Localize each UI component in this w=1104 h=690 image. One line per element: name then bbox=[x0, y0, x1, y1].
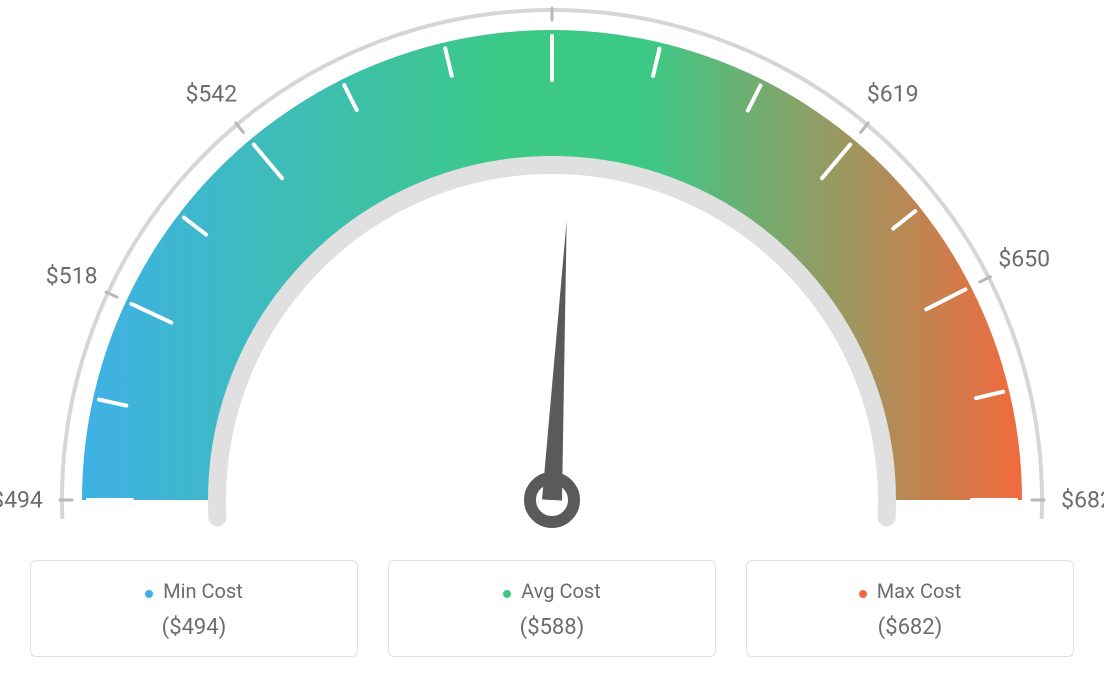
legend-value-avg: ($588) bbox=[399, 615, 705, 640]
legend-value-min: ($494) bbox=[41, 615, 347, 640]
bullet-icon bbox=[145, 590, 153, 598]
legend-label-min: Min Cost bbox=[163, 579, 243, 603]
legend-value-max: ($682) bbox=[757, 615, 1063, 640]
gauge-svg bbox=[0, 0, 1104, 560]
gauge-chart: $494$518$542$588$619$650$682 bbox=[0, 0, 1104, 560]
bullet-icon bbox=[503, 590, 511, 598]
legend-card-max: Max Cost ($682) bbox=[746, 560, 1074, 657]
gauge-tick-label: $619 bbox=[867, 80, 919, 107]
gauge-tick-label: $518 bbox=[46, 263, 98, 290]
bullet-icon bbox=[859, 590, 867, 598]
gauge-tick-label: $682 bbox=[1061, 487, 1104, 514]
legend-label-avg: Avg Cost bbox=[521, 579, 601, 603]
legend-row: Min Cost ($494) Avg Cost ($588) Max Cost… bbox=[0, 560, 1104, 657]
gauge-tick-label: $650 bbox=[998, 246, 1050, 273]
legend-label-max: Max Cost bbox=[877, 579, 962, 603]
gauge-tick-label: $494 bbox=[0, 487, 43, 514]
legend-card-min: Min Cost ($494) bbox=[30, 560, 358, 657]
legend-card-avg: Avg Cost ($588) bbox=[388, 560, 716, 657]
gauge-tick-label: $542 bbox=[185, 80, 237, 107]
